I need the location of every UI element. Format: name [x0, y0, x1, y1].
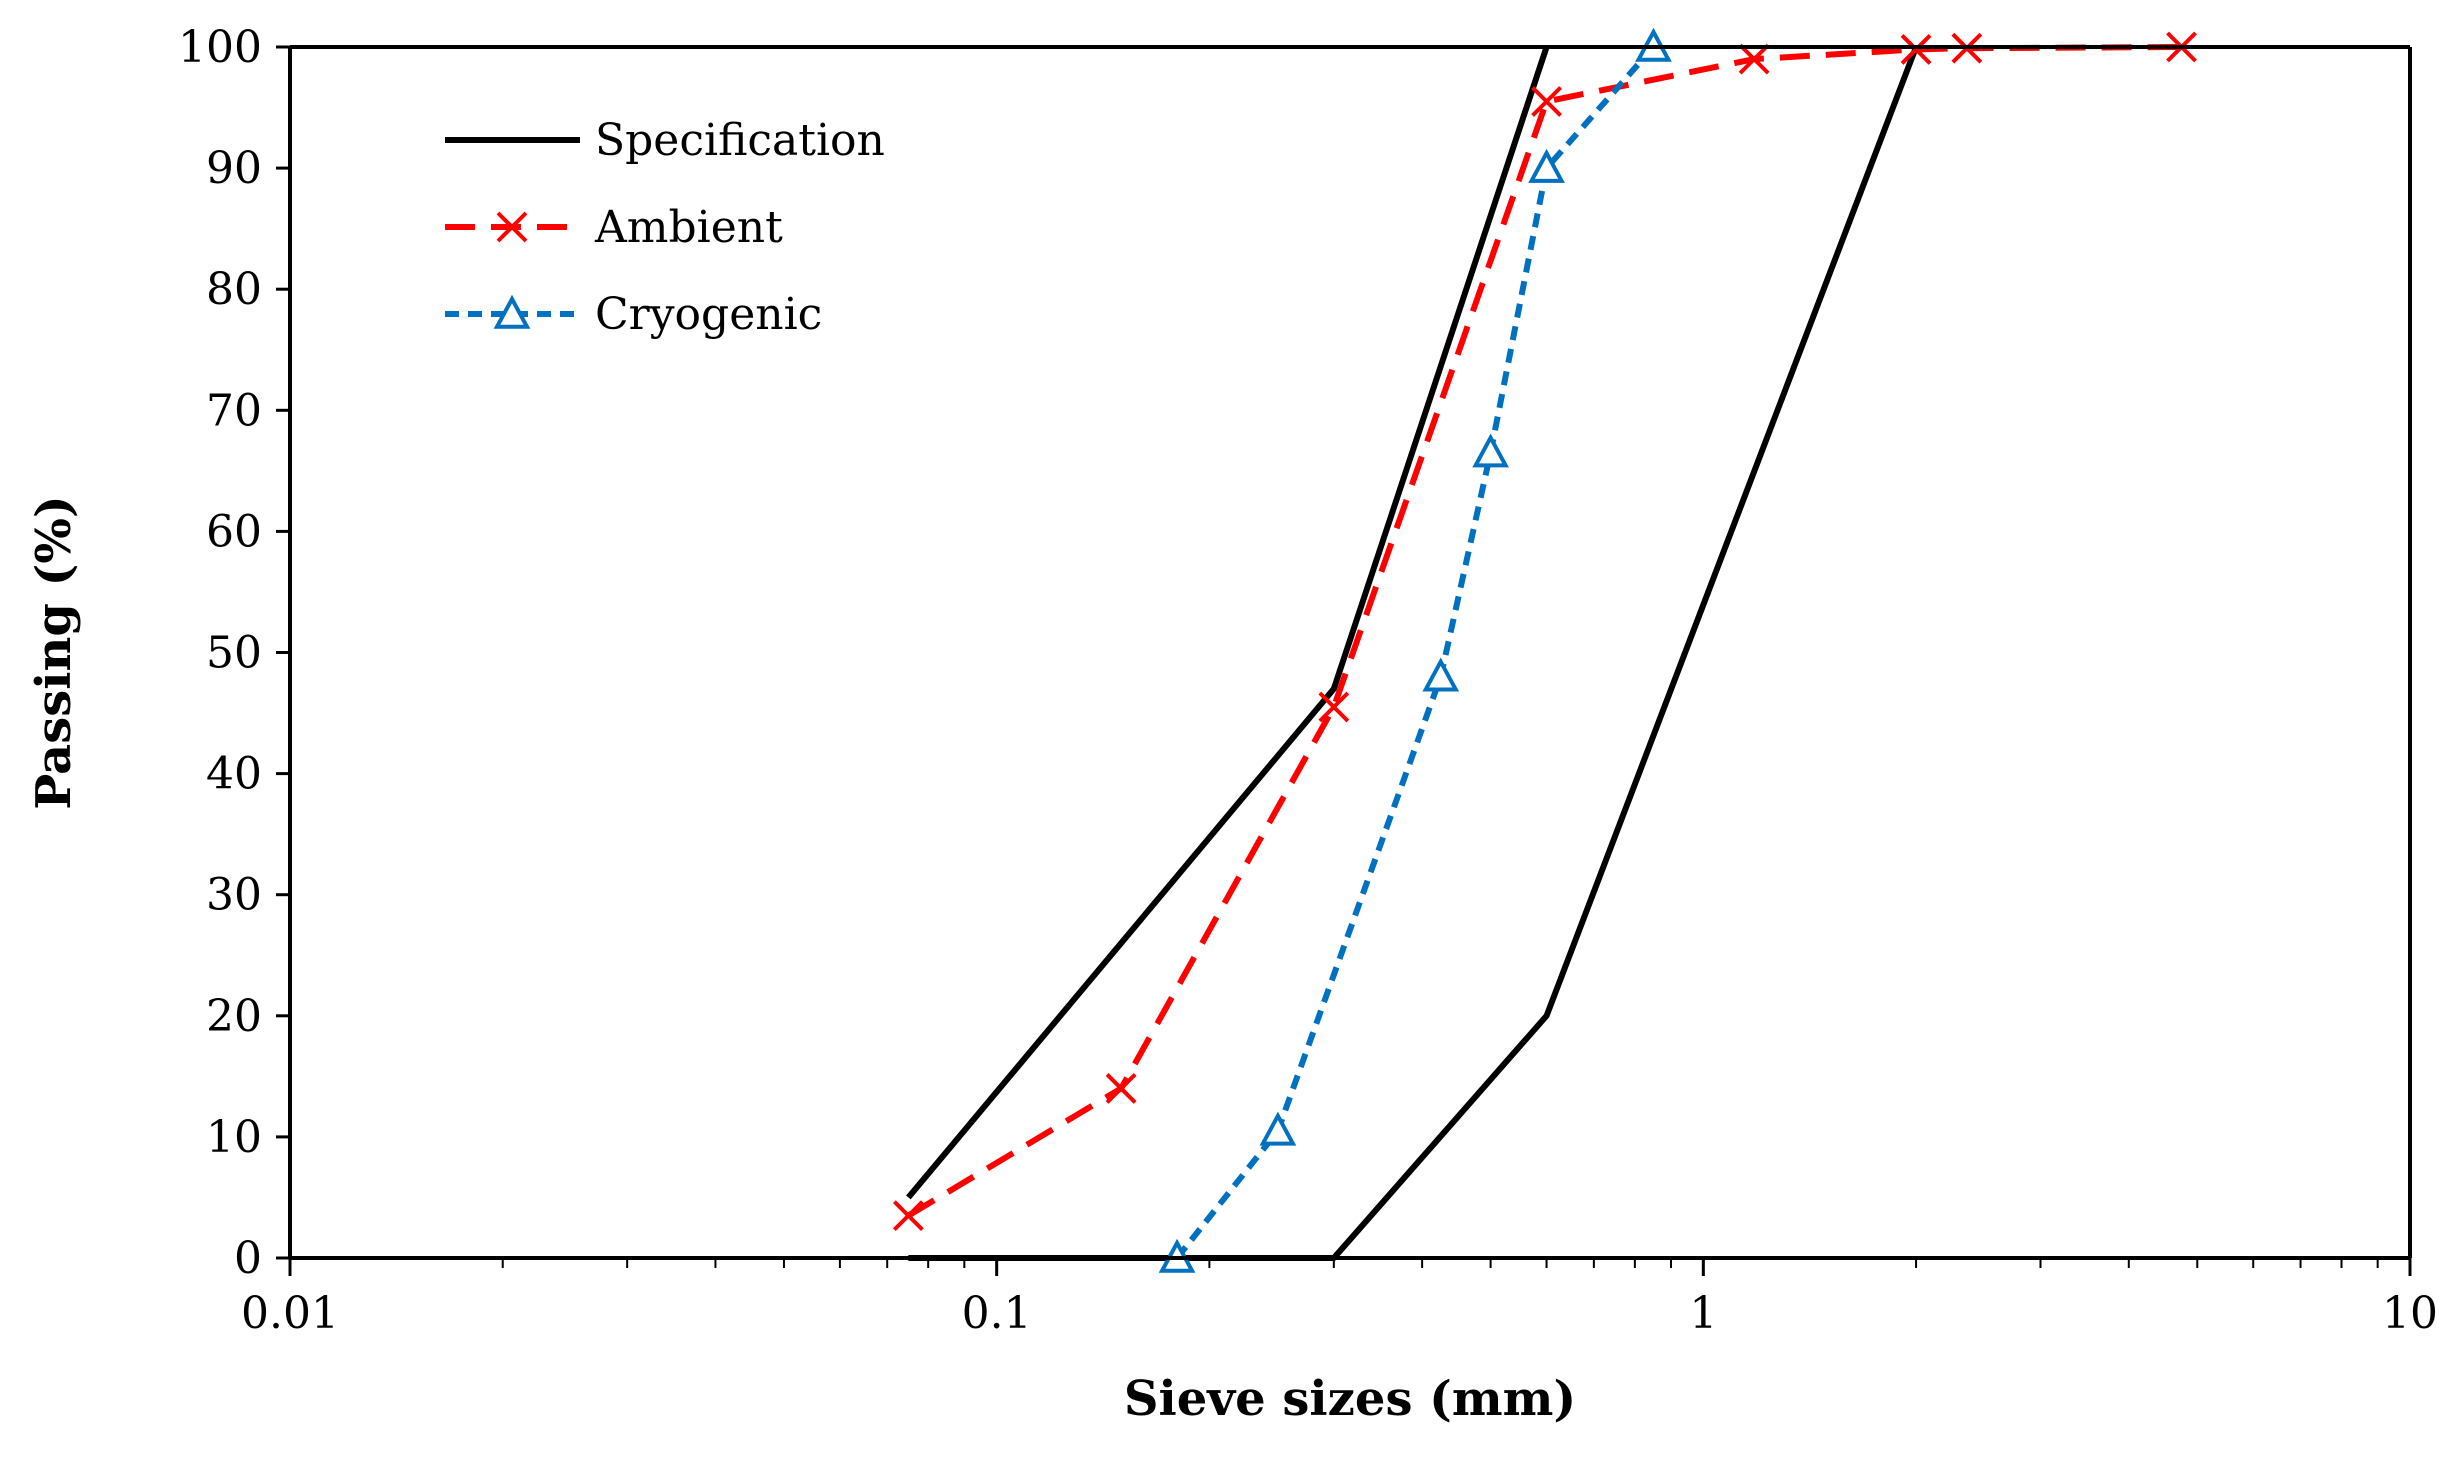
ambient-line [906, 44, 2182, 1219]
ambient-point [1318, 691, 1350, 723]
ambient-point [1900, 34, 1932, 65]
ambient-point [1531, 86, 1562, 117]
y-tick-label: 0 [234, 1233, 262, 1284]
y-tick-label: 60 [206, 506, 262, 557]
y-tick-label: 70 [206, 385, 262, 436]
y-tick-label: 10 [206, 1112, 262, 1163]
legend-label: Ambient [594, 202, 783, 253]
y-tick-label: 80 [206, 264, 262, 315]
y-axis-title: Passing (%) [26, 495, 82, 809]
legend-label: Specification [595, 115, 885, 166]
cryogenic-point [1422, 657, 1460, 692]
legend-marker [496, 211, 528, 243]
legend-marker [493, 294, 531, 329]
y-tick-label: 20 [206, 991, 262, 1042]
y-tick-label: 100 [178, 22, 262, 73]
legend-item-cryogenic: Cryogenic [445, 289, 822, 340]
cryogenic-point [1472, 433, 1509, 468]
legend-item-specification: Specification [445, 115, 885, 166]
legend-label: Cryogenic [595, 289, 822, 340]
y-tick-label: 50 [206, 628, 262, 679]
y-tick-label: 40 [206, 749, 262, 800]
legend-item-ambient: Ambient [445, 202, 783, 253]
ambient-point [1105, 1073, 1137, 1104]
y-tick-label: 90 [206, 143, 262, 194]
x-tick-label: 0.01 [241, 1288, 339, 1339]
y-tick-label: 30 [206, 870, 262, 921]
x-tick-label: 1 [1689, 1288, 1717, 1339]
cryogenic-line [1174, 45, 1656, 1260]
ambient-point [1738, 43, 1770, 75]
specification-line [906, 46, 1550, 1200]
x-tick-label: 0.1 [962, 1288, 1032, 1339]
x-tick-label: 10 [2382, 1288, 2438, 1339]
ambient-point [892, 1200, 924, 1232]
cryogenic-point [1528, 148, 1565, 183]
tick-layer: 0 10 20 30 40 50 60 70 80 90 100 0.01 0.1 1 10 [178, 22, 2438, 1339]
legend: Specification Ambient Cryogenic [445, 115, 885, 340]
cryogenic-point [1259, 1111, 1297, 1146]
x-axis-title: Sieve sizes (mm) [1124, 1371, 1576, 1427]
series-ambient [892, 31, 2197, 1232]
